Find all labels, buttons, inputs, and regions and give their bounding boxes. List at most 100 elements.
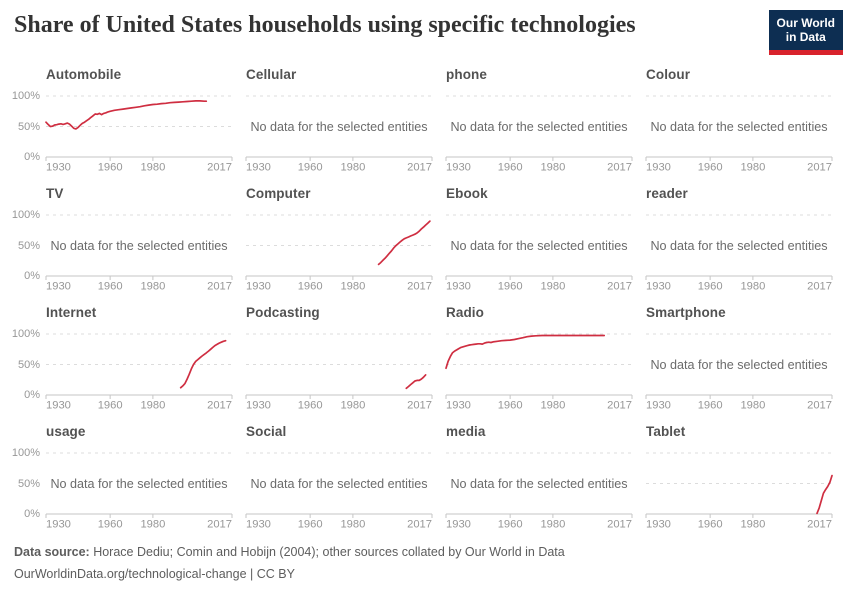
no-data-message: No data for the selected entities: [50, 477, 227, 491]
x-tick-label: 1980: [540, 281, 565, 293]
no-data-message: No data for the selected entities: [650, 239, 827, 253]
facet-plot: 1930 1960 1980 2017 No data for the selected…: [245, 95, 433, 174]
x-tick-label: 1930: [246, 519, 271, 531]
no-data-message: No data for the selected entities: [250, 120, 427, 134]
facet-panel-smartphone: Smartphone 1930 1960 1980 2017 No data for th…: [645, 304, 846, 423]
facet-plot: 1930 1960 1980 2017 No data for the selected…: [445, 95, 633, 174]
x-tick-label: 1930: [446, 281, 471, 293]
no-data-message: No data for the selected entities: [650, 358, 827, 372]
data-line-automobile: [45, 100, 208, 130]
x-tick-label: 1930: [46, 281, 71, 293]
no-data-message: No data for the selected entities: [450, 120, 627, 134]
x-tick-label: 1960: [98, 162, 123, 174]
x-tick-label: 1930: [446, 519, 471, 531]
x-tick-label: 1980: [140, 400, 165, 412]
facet-title: Automobile: [46, 67, 122, 82]
x-tick-label: 2017: [407, 281, 432, 293]
x-tick-label: 1930: [446, 162, 471, 174]
data-line-tablet: [816, 474, 833, 515]
facet-plot: 1930 1960 1980 2017 No data for the selected…: [445, 452, 633, 531]
x-tick-label: 1980: [740, 400, 765, 412]
x-tick-label: 2017: [807, 519, 832, 531]
facet-plot: 1930 1960 1980 2017: [45, 95, 233, 174]
facet-title: TV: [46, 186, 64, 201]
facet-plot: 1930 1960 1980 2017: [245, 333, 433, 412]
y-tick-label: 50%: [17, 478, 40, 490]
facet-panel-reader: reader 1930 1960 1980 2017 No data for the se…: [645, 185, 846, 304]
facet-panel-computer: Computer 1930 1960 1980 2017: [245, 185, 446, 304]
facet-title: Radio: [446, 305, 485, 320]
facet-title: Smartphone: [646, 305, 726, 320]
facet-plot: 1930 1960 1980 2017: [45, 333, 233, 412]
facet-panel-automobile: Automobile 1930 1960 1980 2017: [45, 66, 246, 185]
facet-row: 100% 50% 0% usage 1930 1960 1980 2017 No data fo…: [0, 423, 850, 542]
x-tick-label: 1980: [140, 519, 165, 531]
x-tick-label: 1980: [740, 162, 765, 174]
y-axis-gutter: 100% 50% 0%: [0, 185, 46, 304]
facet-panel-tablet: Tablet 1930 1960 1980 2017: [645, 423, 846, 542]
y-tick-label: 0%: [24, 389, 40, 401]
facet-panel-usage: usage 1930 1960 1980 2017 No data for the sel…: [45, 423, 246, 542]
facet-title: phone: [446, 67, 487, 82]
x-tick-label: 1960: [698, 400, 723, 412]
facet-panel-cellular: Cellular 1930 1960 1980 2017 No data for the …: [245, 66, 446, 185]
x-tick-label: 1980: [140, 162, 165, 174]
y-tick-label: 0%: [24, 151, 40, 163]
x-tick-label: 1960: [498, 281, 523, 293]
facet-title: Internet: [46, 305, 97, 320]
data-source-line: Data source: Horace Dediu; Comin and Hob…: [14, 541, 565, 563]
facet-plot: 1930 1960 1980 2017 No data for the selected…: [645, 333, 833, 412]
data-line-internet: [179, 339, 227, 389]
facet-plot: 1930 1960 1980 2017 No data for the selected…: [245, 452, 433, 531]
y-tick-label: 0%: [24, 508, 40, 520]
x-tick-label: 1930: [446, 400, 471, 412]
x-tick-label: 2017: [207, 281, 232, 293]
x-tick-label: 2017: [607, 162, 632, 174]
no-data-message: No data for the selected entities: [450, 477, 627, 491]
x-tick-label: 2017: [407, 162, 432, 174]
x-tick-label: 2017: [207, 162, 232, 174]
facet-title: media: [446, 424, 486, 439]
x-tick-label: 1960: [298, 519, 323, 531]
facet-panel-radio: Radio 1930 1960 1980 2017: [445, 304, 646, 423]
y-axis-gutter: 100% 50% 0%: [0, 66, 46, 185]
x-tick-label: 2017: [807, 281, 832, 293]
facet-panel-colour: Colour 1930 1960 1980 2017 No data for the se…: [645, 66, 846, 185]
facet-plot: 1930 1960 1980 2017 No data for the selected…: [645, 95, 833, 174]
no-data-message: No data for the selected entities: [450, 239, 627, 253]
facet-panel-internet: Internet 1930 1960 1980 2017: [45, 304, 246, 423]
x-tick-label: 1960: [98, 400, 123, 412]
x-tick-label: 2017: [207, 400, 232, 412]
x-tick-label: 1960: [698, 519, 723, 531]
facet-panel-tv: TV 1930 1960 1980 2017 No data for the select…: [45, 185, 246, 304]
x-tick-label: 2017: [407, 519, 432, 531]
facet-title: Cellular: [246, 67, 297, 82]
x-tick-label: 1930: [646, 281, 671, 293]
facet-title: usage: [46, 424, 86, 439]
x-tick-label: 1930: [46, 400, 71, 412]
x-tick-label: 1980: [540, 162, 565, 174]
y-tick-label: 100%: [11, 447, 40, 459]
x-tick-label: 1980: [740, 281, 765, 293]
facet-plot: 1930 1960 1980 2017 No data for the selected…: [45, 214, 233, 293]
owid-logo-line2: in Data: [785, 29, 826, 44]
y-tick-label: 100%: [11, 90, 40, 102]
x-tick-label: 1930: [46, 162, 71, 174]
data-source-text: Horace Dediu; Comin and Hobijn (2004); o…: [89, 545, 565, 559]
y-tick-label: 50%: [17, 240, 40, 252]
x-tick-label: 1930: [646, 519, 671, 531]
x-tick-label: 1960: [498, 400, 523, 412]
x-tick-label: 1960: [298, 281, 323, 293]
x-tick-label: 1980: [340, 519, 365, 531]
facet-title: Social: [246, 424, 287, 439]
x-tick-label: 1960: [298, 400, 323, 412]
facet-plot: 1930 1960 1980 2017 No data for the selected…: [645, 214, 833, 293]
no-data-message: No data for the selected entities: [50, 239, 227, 253]
x-tick-label: 1960: [498, 162, 523, 174]
x-tick-label: 1980: [340, 162, 365, 174]
facet-title: Computer: [246, 186, 311, 201]
x-tick-label: 1930: [46, 519, 71, 531]
facet-row: 100% 50% 0% Automobile 1930 1960 1980 2017 Cellu…: [0, 66, 850, 185]
facet-panel-media: media 1930 1960 1980 2017 No data for the sel…: [445, 423, 646, 542]
